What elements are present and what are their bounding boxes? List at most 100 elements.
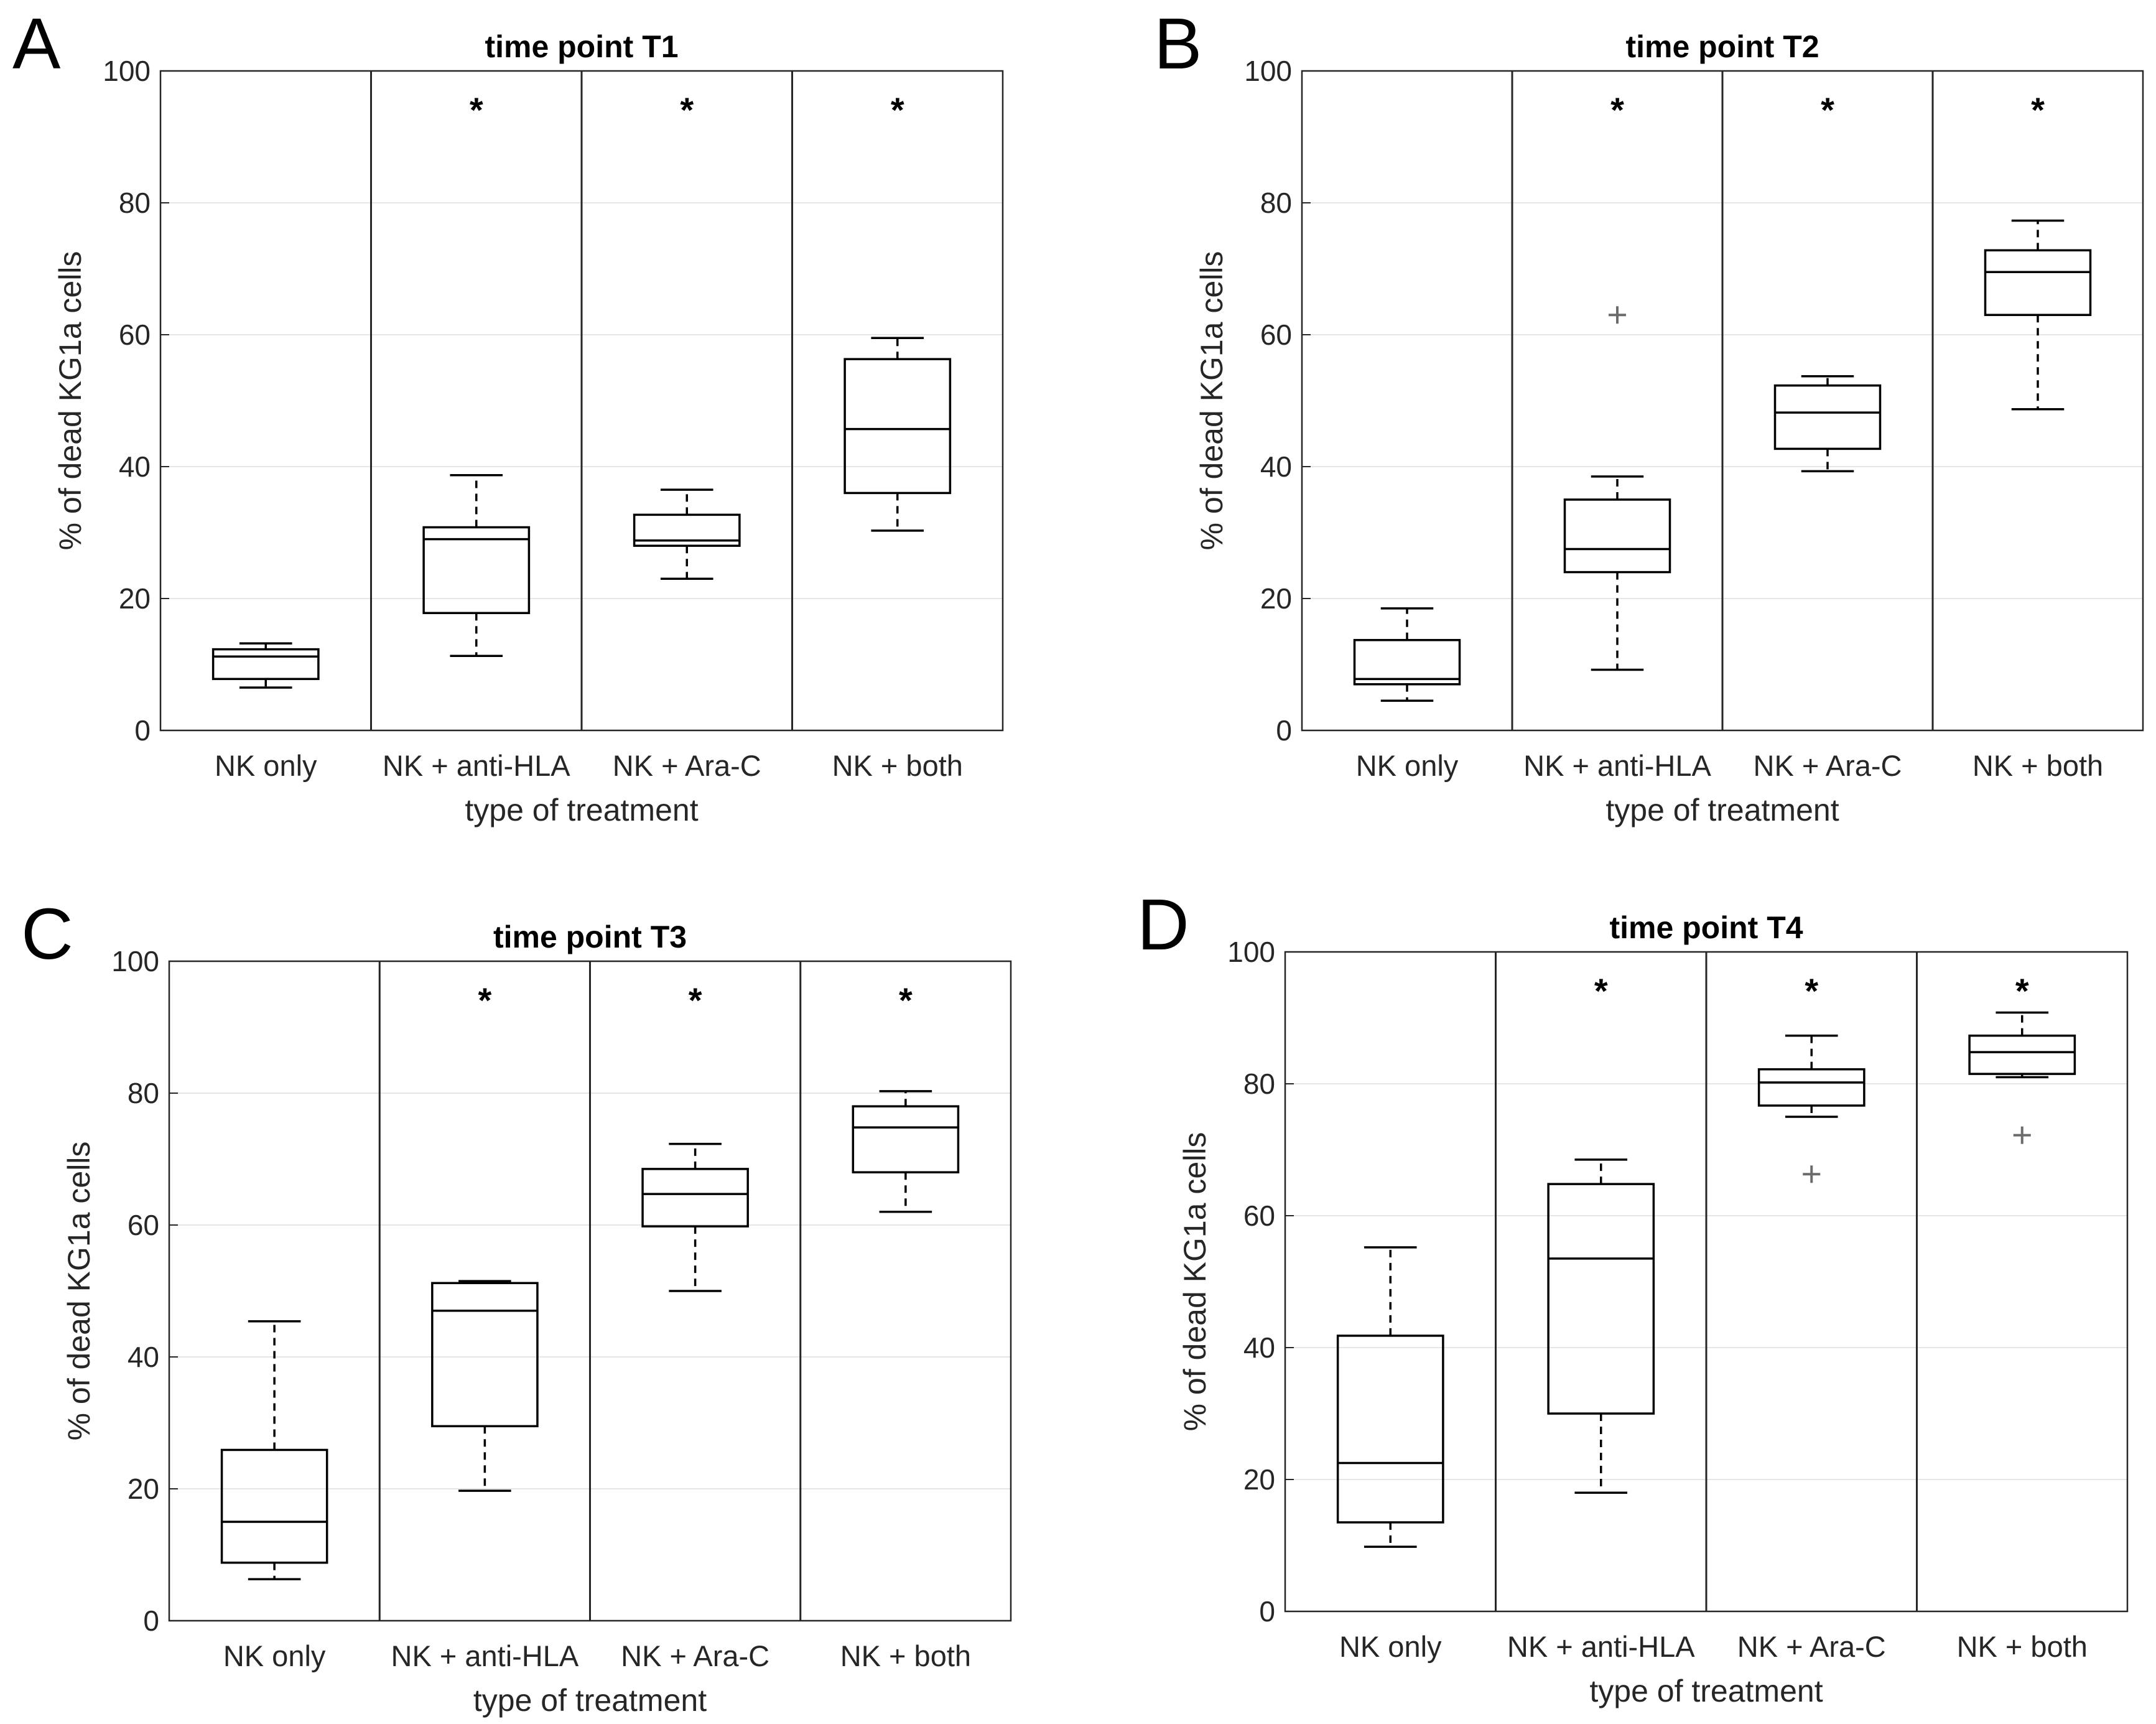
y-tick-label: 20 (1260, 582, 1292, 615)
panel-d: 0 20 40 60 80 100 NK only * NK + anti-HLA * NK + A… (1137, 884, 2129, 1708)
box-2: * (1563, 90, 1671, 671)
box-4: * (1968, 971, 2076, 1144)
y-tick-label: 80 (119, 187, 151, 219)
significance-marker: * (1821, 90, 1834, 129)
iqr-box (1773, 384, 1882, 450)
y-tick-label: 20 (119, 582, 151, 615)
chart-title: time point T2 (1625, 29, 1819, 64)
significance-marker: * (470, 90, 483, 129)
x-tick-label: NK + anti-HLA (383, 749, 570, 782)
axes-frame (168, 960, 1012, 1622)
chart-title: time point T4 (1609, 910, 1803, 945)
y-tick-label: 100 (103, 55, 151, 87)
axes-frame (1284, 951, 2129, 1613)
box-2: * (1547, 971, 1655, 1494)
box-3: * (641, 981, 749, 1292)
x-tick-label: NK only (1339, 1630, 1442, 1663)
panel-label: D (1137, 884, 1189, 965)
iqr-box (1757, 1068, 1866, 1107)
significance-marker: * (899, 981, 913, 1020)
significance-marker: * (478, 981, 491, 1020)
box-2: * (431, 981, 539, 1492)
box-1 (1336, 1246, 1444, 1548)
iqr-box (641, 1168, 749, 1228)
y-tick-label: 40 (119, 450, 151, 483)
x-tick-label: NK + anti-HLA (1507, 1630, 1695, 1663)
y-tick-label: 100 (111, 945, 159, 977)
box-4: * (843, 90, 952, 532)
y-tick-label: 60 (119, 319, 151, 351)
box-3: * (1757, 971, 1866, 1183)
iqr-box (1968, 1034, 2076, 1075)
x-tick-label: NK + both (1972, 749, 2103, 782)
chart-title: time point T1 (485, 29, 678, 64)
x-axis-label: type of treatment (1605, 793, 1839, 827)
y-tick-label: 80 (1243, 1068, 1275, 1100)
x-tick-label: NK + Ara-C (613, 749, 761, 782)
box-2: * (422, 90, 531, 657)
y-tick-label: 100 (1244, 55, 1292, 87)
significance-marker: * (689, 981, 702, 1020)
iqr-box (1547, 1183, 1655, 1415)
axes-frame (159, 70, 1004, 732)
y-axis-label: % of dead KG1a cells (53, 251, 88, 551)
x-tick-label: NK only (1356, 749, 1459, 782)
panel-label: B (1154, 3, 1202, 84)
box-3: * (633, 90, 741, 580)
x-axis-label: type of treatment (473, 1683, 707, 1718)
significance-marker: * (2015, 971, 2029, 1010)
box-3: * (1773, 90, 1882, 473)
panel-a: 0 20 40 60 80 100 NK only * NK + anti-HLA * NK + A… (12, 3, 1004, 827)
y-tick-label: 40 (128, 1341, 159, 1373)
box-4: * (852, 981, 960, 1213)
significance-marker: * (1594, 971, 1608, 1010)
significance-marker: * (1610, 90, 1624, 129)
y-tick-label: 20 (1243, 1463, 1275, 1496)
y-axis-label: % of dead KG1a cells (1194, 251, 1229, 551)
panel-c: 0 20 40 60 80 100 NK only * NK + anti-HLA * NK + A… (21, 893, 1012, 1718)
x-tick-label: NK + both (1957, 1630, 2088, 1663)
y-tick-label: 60 (1260, 319, 1292, 351)
iqr-box (1563, 498, 1671, 574)
box-4: * (1984, 90, 2092, 411)
outlier-marker (1803, 1165, 1821, 1183)
y-tick-label: 0 (143, 1605, 159, 1637)
y-tick-label: 0 (1259, 1595, 1275, 1628)
x-tick-label: NK + both (832, 749, 963, 782)
panel-b: 0 20 40 60 80 100 NK only * NK + anti-HLA * NK + A… (1154, 3, 2144, 827)
significance-marker: * (680, 90, 694, 129)
panel-label: C (21, 893, 73, 974)
x-tick-label: NK only (215, 749, 317, 782)
y-axis-label: % of dead KG1a cells (62, 1142, 96, 1441)
y-tick-label: 100 (1227, 936, 1275, 968)
outlier-marker (2013, 1126, 2031, 1144)
iqr-box (1353, 639, 1461, 686)
y-tick-label: 40 (1243, 1331, 1275, 1364)
y-tick-label: 80 (128, 1077, 159, 1109)
x-tick-label: NK + both (840, 1639, 971, 1672)
y-tick-label: 40 (1260, 450, 1292, 483)
x-axis-label: type of treatment (465, 793, 698, 827)
chart-title: time point T3 (493, 920, 687, 954)
iqr-box (220, 1448, 328, 1564)
iqr-box (431, 1282, 539, 1428)
x-tick-label: NK + anti-HLA (1523, 749, 1711, 782)
significance-marker: * (1805, 971, 1818, 1010)
significance-marker: * (2031, 90, 2045, 129)
y-tick-label: 60 (128, 1209, 159, 1241)
panel-label: A (12, 3, 61, 84)
x-tick-label: NK + Ara-C (621, 1639, 769, 1672)
iqr-box (1984, 249, 2092, 316)
outlier-marker (1609, 306, 1626, 324)
box-1 (1353, 607, 1461, 702)
significance-marker: * (891, 90, 904, 129)
y-tick-label: 20 (128, 1473, 159, 1505)
y-tick-label: 0 (134, 714, 151, 747)
x-tick-label: NK + Ara-C (1754, 749, 1902, 782)
iqr-box (843, 358, 952, 495)
x-tick-label: NK + anti-HLA (391, 1639, 579, 1672)
x-axis-label: type of treatment (1589, 1674, 1823, 1708)
iqr-box (633, 513, 741, 547)
box-1 (220, 1320, 328, 1580)
axes-frame (1301, 70, 2144, 732)
